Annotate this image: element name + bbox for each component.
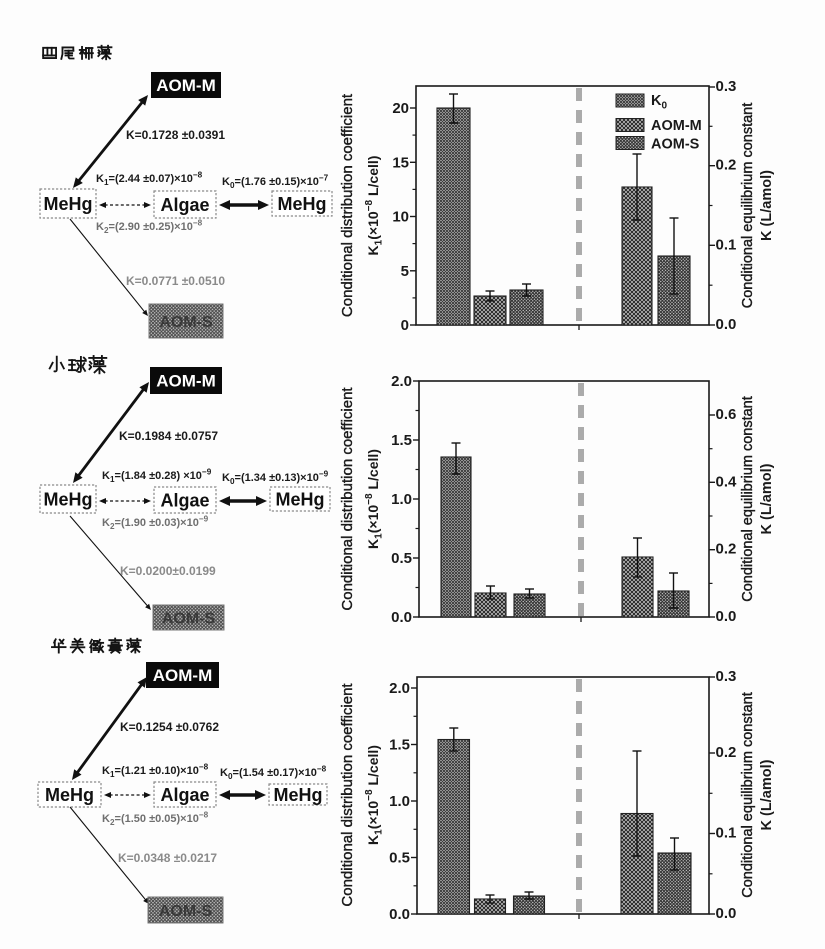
svg-text:0.0: 0.0 <box>716 316 737 333</box>
svg-text:K2=(2.90 ±0.25)×10−8: K2=(2.90 ±0.25)×10−8 <box>96 219 203 235</box>
svg-text:MeHg: MeHg <box>276 489 325 509</box>
svg-text:0.1: 0.1 <box>716 825 737 842</box>
svg-text:Conditional equilibrium consta: Conditional equilibrium constant <box>740 103 756 309</box>
svg-text:K (L/amol): K (L/amol) <box>759 170 775 241</box>
svg-text:0.5: 0.5 <box>391 550 412 567</box>
svg-text:0: 0 <box>401 317 409 334</box>
svg-text:Conditional distribution coeff: Conditional distribution coefficient <box>339 683 356 907</box>
svg-text:0.2: 0.2 <box>716 744 737 761</box>
svg-text:1.5: 1.5 <box>391 432 412 449</box>
svg-text:0.3: 0.3 <box>716 78 737 95</box>
svg-text:K (L/amol): K (L/amol) <box>759 759 775 830</box>
svg-text:0.5: 0.5 <box>389 850 410 867</box>
svg-text:K0=(1.76 ±0.15)×10−7: K0=(1.76 ±0.15)×10−7 <box>222 174 329 190</box>
svg-text:0.0: 0.0 <box>391 609 412 626</box>
svg-text:Algae: Algae <box>160 785 209 805</box>
svg-text:Conditional distribution coeff: Conditional distribution coefficient <box>339 387 356 611</box>
svg-text:AOM-M: AOM-M <box>153 666 212 685</box>
svg-text:K=0.1984 ±0.0757: K=0.1984 ±0.0757 <box>119 429 218 443</box>
svg-text:K0=(1.54 ±0.17)×10−8: K0=(1.54 ±0.17)×10−8 <box>220 765 327 781</box>
svg-text:0.4: 0.4 <box>716 473 738 490</box>
svg-text:K0=(1.34 ±0.13)×10−9: K0=(1.34 ±0.13)×10−9 <box>222 470 329 486</box>
svg-text:5: 5 <box>401 263 409 280</box>
svg-text:0.0: 0.0 <box>389 906 410 923</box>
svg-text:MeHg: MeHg <box>278 194 327 214</box>
svg-text:K1(×10−8 L/cell): K1(×10−8 L/cell) <box>364 745 385 845</box>
svg-text:MeHg: MeHg <box>44 194 93 214</box>
svg-text:AOM-S: AOM-S <box>162 611 216 628</box>
svg-text:K2=(1.50 ±0.05)×10−8: K2=(1.50 ±0.05)×10−8 <box>102 811 209 827</box>
svg-text:K=0.0200±0.0199: K=0.0200±0.0199 <box>120 564 216 578</box>
svg-text:AOM-S: AOM-S <box>159 314 213 331</box>
svg-text:Conditional equilibrium consta: Conditional equilibrium constant <box>740 396 756 602</box>
svg-text:0.1: 0.1 <box>716 236 737 253</box>
svg-text:Conditional equilibrium consta: Conditional equilibrium constant <box>740 692 756 898</box>
svg-text:2.0: 2.0 <box>391 373 412 390</box>
svg-text:K=0.0771 ±0.0510: K=0.0771 ±0.0510 <box>126 274 225 288</box>
svg-text:K1=(1.84 ±0.28) ×10−9: K1=(1.84 ±0.28) ×10−9 <box>102 468 212 484</box>
svg-text:MeHg: MeHg <box>45 785 94 805</box>
svg-text:0.0: 0.0 <box>716 905 737 922</box>
svg-text:K1(×10−8 L/cell): K1(×10−8 L/cell) <box>364 449 385 549</box>
svg-text:K=0.0348 ±0.0217: K=0.0348 ±0.0217 <box>118 851 217 865</box>
svg-text:1.0: 1.0 <box>391 491 412 508</box>
svg-text:K=0.1728 ±0.0391: K=0.1728 ±0.0391 <box>126 128 225 142</box>
svg-text:0.0: 0.0 <box>716 608 737 625</box>
svg-text:0.6: 0.6 <box>716 406 737 423</box>
svg-text:AOM-M: AOM-M <box>156 372 215 391</box>
svg-text:0.3: 0.3 <box>716 668 737 685</box>
svg-text:1.5: 1.5 <box>389 737 410 754</box>
svg-text:2.0: 2.0 <box>389 680 410 697</box>
svg-text:AOM-S: AOM-S <box>159 903 213 920</box>
svg-text:K1=(2.44 ±0.07)×10−8: K1=(2.44 ±0.07)×10−8 <box>96 171 203 187</box>
svg-text:1.0: 1.0 <box>389 793 410 810</box>
svg-text:K2=(1.90 ±0.03)×10−9: K2=(1.90 ±0.03)×10−9 <box>102 515 209 531</box>
svg-text:K1=(1.21 ±0.10)×10−8: K1=(1.21 ±0.10)×10−8 <box>102 763 209 779</box>
svg-text:K=0.1254 ±0.0762: K=0.1254 ±0.0762 <box>120 720 219 734</box>
svg-text:0.2: 0.2 <box>716 157 737 174</box>
svg-text:Algae: Algae <box>160 195 209 215</box>
svg-text:15: 15 <box>392 155 409 172</box>
svg-text:K1(×10−8 L/cell): K1(×10−8 L/cell) <box>364 156 385 256</box>
svg-text:AOM-M: AOM-M <box>156 76 215 95</box>
svg-text:Algae: Algae <box>160 490 209 510</box>
svg-text:10: 10 <box>392 209 409 226</box>
svg-text:K (L/amol): K (L/amol) <box>759 463 775 534</box>
svg-text:AOM-M: AOM-M <box>651 118 702 134</box>
svg-text:Conditional distribution coeff: Conditional distribution coefficient <box>339 93 356 317</box>
svg-text:20: 20 <box>392 100 409 117</box>
svg-text:MeHg: MeHg <box>44 489 93 509</box>
svg-text:MeHg: MeHg <box>274 785 323 805</box>
svg-text:0.2: 0.2 <box>716 541 737 558</box>
svg-text:AOM-S: AOM-S <box>651 137 700 153</box>
